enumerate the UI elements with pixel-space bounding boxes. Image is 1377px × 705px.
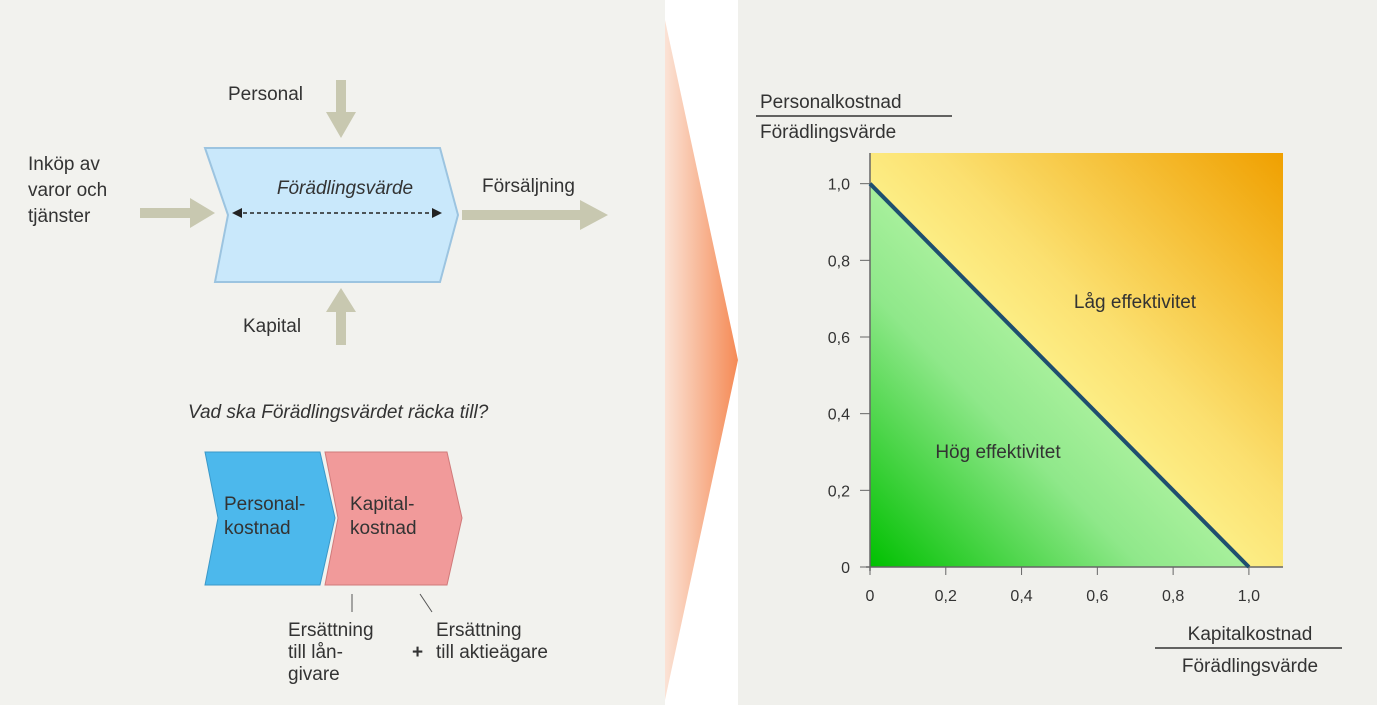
line: kostnad: [224, 518, 291, 539]
label: Personal- kostnad: [224, 494, 311, 539]
x-tick-label: 0,2: [935, 588, 957, 605]
pointer: [419, 593, 433, 613]
x-tick-label: 0: [866, 588, 875, 605]
y-tick-label: 0,2: [828, 483, 850, 500]
arrowhead: [432, 208, 442, 218]
note: Ersättning till lån- givare: [288, 620, 379, 685]
y-tick-label: 0,8: [828, 253, 850, 270]
x-tick-label: 0,4: [1010, 588, 1032, 605]
label: Kapital- kostnad: [350, 494, 420, 539]
x-label: Kapitalkostnad: [1188, 624, 1313, 645]
arrows: [140, 80, 608, 345]
label: Personal: [228, 84, 303, 105]
chart: 0 0,2 0,4 0,6 0,8 1,0 0 0,2 0,4 0,6 0,8 1,0 Låg effe…: [756, 92, 1342, 677]
line: till aktieägare: [436, 642, 548, 663]
line: varor och: [28, 180, 107, 201]
x-tick-label: 0,6: [1086, 588, 1108, 605]
line: tjänster: [28, 206, 91, 227]
line: Ersättning: [436, 620, 522, 641]
annotation: Låg effektivitet: [1074, 292, 1197, 313]
arrowhead: [232, 208, 242, 218]
y-tick-label: 1,0: [828, 177, 850, 194]
personnel-cost-box: [204, 451, 336, 586]
plus: +: [412, 642, 423, 663]
line: Kapital-: [350, 494, 414, 515]
y-label: Förädlingsvärde: [760, 122, 896, 143]
label: Kapital: [243, 316, 301, 337]
line: givare: [288, 664, 340, 685]
y-tick-label: 0,6: [828, 330, 850, 347]
value-added-box: [203, 147, 460, 283]
transition-chevron: [665, 20, 738, 700]
line: Ersättning: [288, 620, 374, 641]
x-tick-label: 1,0: [1238, 588, 1260, 605]
y-tick-label: 0: [841, 560, 850, 577]
line: till lån-: [288, 642, 343, 663]
x-tick-label: 0,8: [1162, 588, 1184, 605]
boundary-line: [868, 182, 1251, 569]
left-panel: [0, 0, 665, 705]
center-label: Förädlingsvärde: [277, 178, 413, 199]
line: kostnad: [350, 518, 417, 539]
low-efficiency-region: [870, 153, 1283, 567]
label: Försäljning: [482, 176, 575, 197]
y-label: Personalkostnad: [760, 92, 902, 113]
capital-cost-box: [324, 451, 463, 586]
x-label: Förädlingsvärde: [1182, 656, 1318, 677]
question: Vad ska Förädlingsvärdet räcka till?: [188, 402, 489, 423]
line: Personal-: [224, 494, 305, 515]
annotation: Hög effektivitet: [935, 442, 1061, 463]
line: Inköp av: [28, 154, 100, 175]
y-tick-label: 0,4: [828, 407, 850, 424]
note: Ersättning till aktieägare: [436, 620, 548, 663]
label: Inköp av varor och tjänster: [28, 154, 112, 227]
